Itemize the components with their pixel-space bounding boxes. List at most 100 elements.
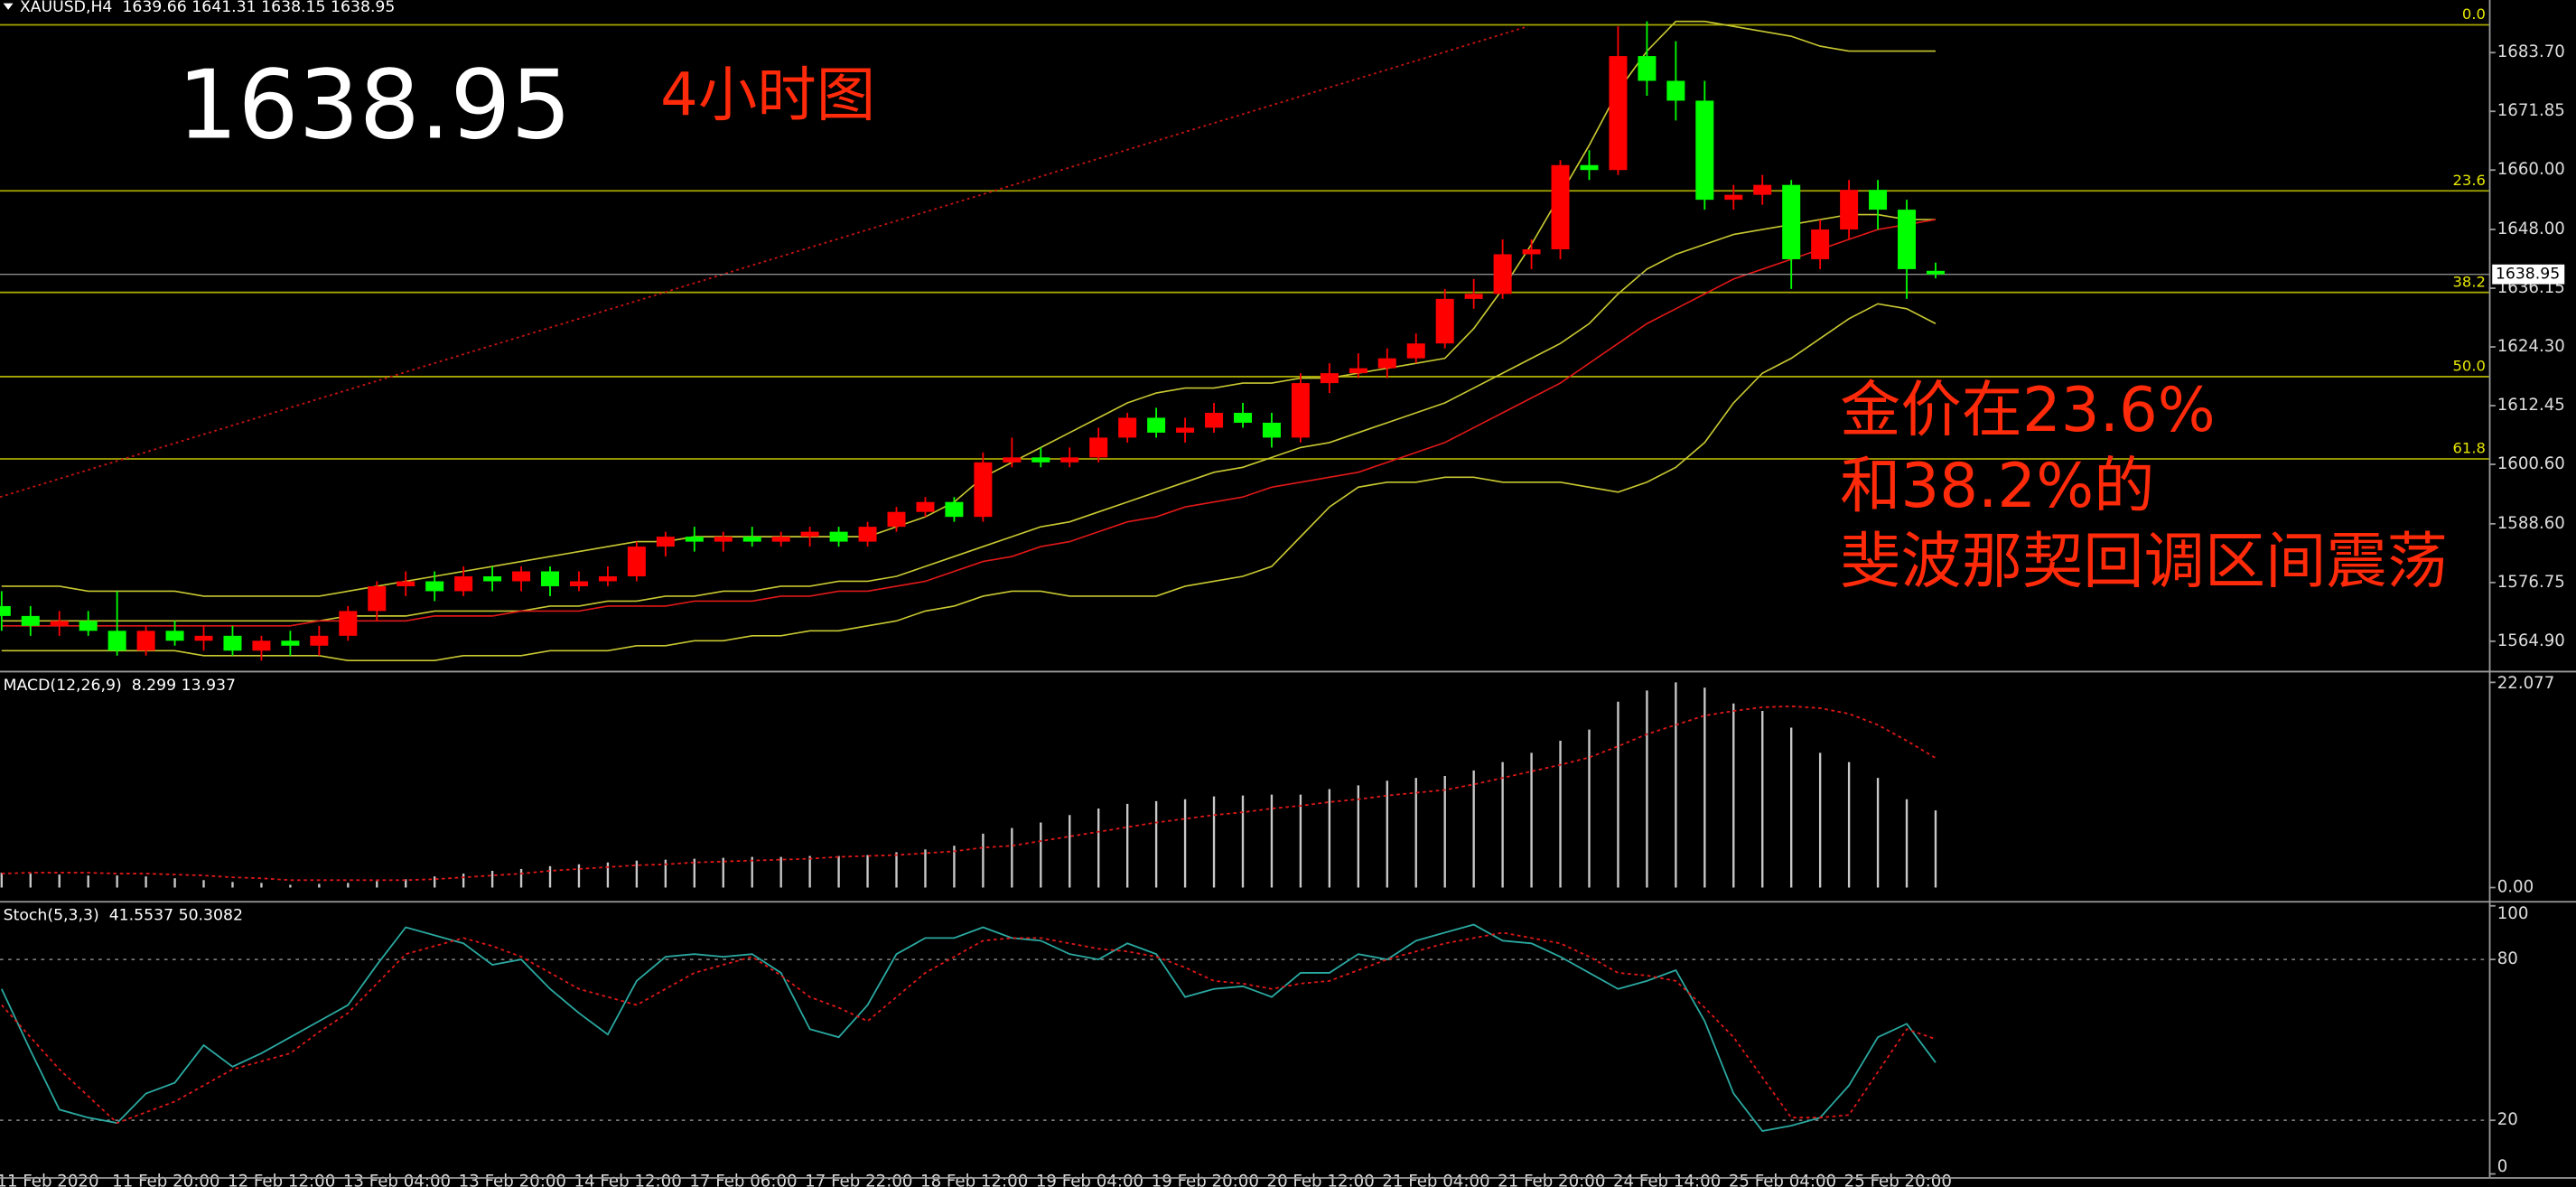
candle-body — [1406, 343, 1425, 359]
annotation: 4小时图 — [660, 61, 875, 129]
candle-body — [627, 547, 646, 576]
fib-label: 38.2 — [2453, 273, 2486, 290]
candle-body — [1811, 229, 1830, 259]
candle-body — [1291, 383, 1310, 438]
y-tick-label: 1683.70 — [2497, 42, 2565, 61]
fib-label: 0.0 — [2462, 5, 2486, 23]
high-value: 1641.31 — [191, 0, 256, 16]
y-tick-label: 1660.00 — [2497, 160, 2565, 179]
candle-body — [194, 635, 213, 641]
candle-body — [21, 615, 40, 626]
y-tick-label: 0 — [2497, 1157, 2508, 1176]
candle-body — [974, 462, 993, 518]
candle-body — [136, 631, 155, 651]
candle-body — [223, 635, 242, 651]
fib-label: 61.8 — [2453, 440, 2486, 457]
y-tick-label: 1588.60 — [2497, 514, 2565, 533]
x-tick-label: 20 Feb 12:00 — [1267, 1173, 1375, 1187]
x-tick-label: 25 Feb 04:00 — [1729, 1173, 1836, 1187]
chart-header: XAUUSD,H4 1639.66 1641.31 1638.15 1638.9… — [20, 0, 396, 16]
fib-label: 50.0 — [2453, 358, 2486, 375]
signal-value: 13.937 — [182, 677, 236, 695]
candle-body — [742, 537, 761, 542]
annotation: 和38.2%的 — [1840, 451, 2154, 521]
candle-body — [1580, 164, 1599, 171]
low-value: 1638.15 — [261, 0, 325, 16]
main-line — [0, 923, 1937, 1133]
candle-body — [887, 511, 906, 528]
plot-marks: 1683.701671.851660.001648.001636.151624.… — [0, 5, 2565, 1187]
indicator-title: Stoch(5,3,3) — [4, 907, 99, 925]
candle-body — [1031, 457, 1050, 463]
candle-body — [1638, 56, 1657, 81]
candle-body — [1233, 412, 1253, 423]
candle-body — [1695, 100, 1714, 201]
price-tag-label: 1638.95 — [2496, 266, 2560, 284]
x-tick-label: 21 Feb 04:00 — [1382, 1173, 1489, 1187]
price-tag — [2492, 264, 2565, 285]
candle-body — [1320, 373, 1339, 384]
candle-body — [656, 537, 675, 547]
candle-body — [397, 581, 415, 586]
indicator-line — [1, 213, 1936, 622]
trend-line — [0, 25, 1528, 499]
x-tick-label: 25 Feb 20:00 — [1844, 1173, 1952, 1187]
current-price-big: 1638.95 — [177, 50, 571, 161]
candle-body — [1118, 417, 1137, 438]
candle-body — [1176, 427, 1195, 433]
candle-body — [945, 501, 964, 518]
candle-body — [771, 537, 790, 542]
candle-body — [800, 531, 819, 537]
candle-body — [916, 501, 935, 512]
indicator-line — [1, 303, 1937, 662]
y-tick-label: 80 — [2497, 949, 2518, 968]
candle-body — [1522, 248, 1541, 255]
candle-body — [483, 575, 502, 582]
signal-value: 50.3082 — [179, 907, 243, 925]
candle-body — [310, 635, 329, 646]
candle-body — [107, 631, 126, 651]
x-tick-label: 12 Feb 12:00 — [228, 1173, 335, 1187]
y-tick-label: 0.00 — [2497, 878, 2534, 897]
candle-body — [1666, 80, 1685, 101]
candle-body — [281, 640, 300, 646]
close-value: 1638.95 — [331, 0, 395, 16]
candle-body — [1003, 457, 1022, 463]
y-tick-label: 1612.45 — [2497, 396, 2565, 415]
candle-body — [1724, 194, 1743, 201]
candle-body — [1869, 190, 1888, 210]
candle-body — [368, 585, 387, 612]
candle-body — [425, 581, 444, 592]
x-tick-label: 19 Feb 20:00 — [1152, 1173, 1259, 1187]
y-tick-label: 1576.75 — [2497, 573, 2565, 592]
y-tick-label: 20 — [2497, 1110, 2518, 1129]
candle-body — [1060, 457, 1079, 463]
candle-body — [829, 531, 848, 542]
x-tick-label: 11 Feb 2020 — [0, 1173, 99, 1187]
annotation: 金价在23.6% — [1840, 375, 2216, 445]
candle-body — [1609, 56, 1628, 171]
y-tick-label: 1564.90 — [2497, 631, 2565, 650]
x-tick-label: 18 Feb 12:00 — [920, 1173, 1028, 1187]
signal-line — [1, 931, 1937, 1125]
candle-body — [1840, 190, 1859, 230]
symbol: XAUUSD,H4 — [20, 0, 113, 16]
candle-body — [1753, 184, 1772, 195]
y-tick-label: 1624.30 — [2497, 337, 2565, 356]
indicator-title: MACD(12,26,9) — [4, 677, 122, 695]
menu-arrow[interactable] — [3, 3, 14, 10]
candle-body — [1551, 164, 1570, 249]
y-tick-label: 100 — [2497, 904, 2529, 923]
candle-body — [1926, 270, 1945, 275]
main-value: 41.5537 — [109, 907, 173, 925]
candle-body — [50, 621, 69, 626]
fib-label: 23.6 — [2453, 172, 2486, 189]
candle-body — [1464, 294, 1483, 299]
candle-body — [1205, 412, 1224, 428]
x-tick-label: 17 Feb 22:00 — [805, 1173, 912, 1187]
candle-body — [858, 527, 877, 542]
candle-body — [714, 537, 733, 542]
candle-body — [454, 575, 473, 592]
x-tick-label: 21 Feb 20:00 — [1498, 1173, 1605, 1187]
